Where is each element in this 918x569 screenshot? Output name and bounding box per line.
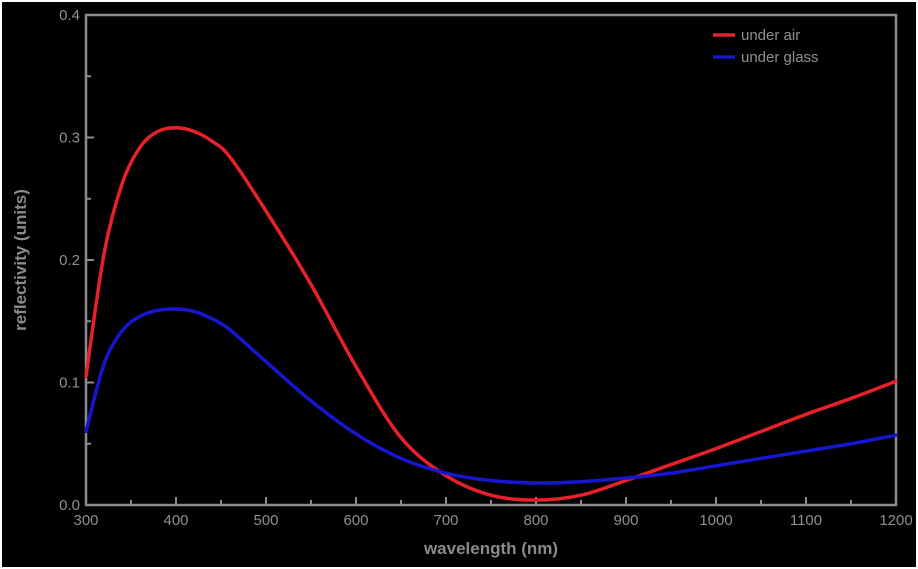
y-axis-ticks: 0.0 0.1 0.2 0.3 0.4 bbox=[59, 7, 94, 514]
x-tick-label: 800 bbox=[523, 512, 548, 529]
x-tick-label: 400 bbox=[163, 512, 188, 529]
y-axis-label: reflectivity (units) bbox=[11, 189, 30, 331]
legend: under air under glass bbox=[713, 27, 819, 66]
series-line-under-glass bbox=[84, 307, 898, 485]
x-axis-ticks: 300 400 500 600 700 800 900 1000 1100 1200 bbox=[73, 497, 913, 529]
y-tick-label: 0.2 bbox=[59, 252, 80, 269]
x-tick-label: 900 bbox=[613, 512, 638, 529]
plot-area-border bbox=[84, 13, 898, 507]
series-line-under-air bbox=[84, 125, 898, 502]
y-tick-label: 0.4 bbox=[59, 7, 80, 24]
x-tick-label: 300 bbox=[73, 512, 98, 529]
legend-label: under glass bbox=[741, 49, 819, 66]
x-tick-label: 700 bbox=[433, 512, 458, 529]
y-tick-label: 0.3 bbox=[59, 130, 80, 147]
y-tick-label: 0.1 bbox=[59, 375, 80, 392]
y-tick-label: 0.0 bbox=[59, 497, 80, 514]
series-lines bbox=[84, 125, 898, 502]
legend-label: under air bbox=[741, 27, 800, 44]
x-tick-label: 1200 bbox=[879, 512, 912, 529]
x-tick-label: 500 bbox=[253, 512, 278, 529]
x-axis-label: wavelength (nm) bbox=[423, 539, 558, 558]
x-tick-label: 1100 bbox=[790, 512, 822, 529]
x-tick-label: 600 bbox=[343, 512, 368, 529]
x-tick-label: 1000 bbox=[699, 512, 732, 529]
